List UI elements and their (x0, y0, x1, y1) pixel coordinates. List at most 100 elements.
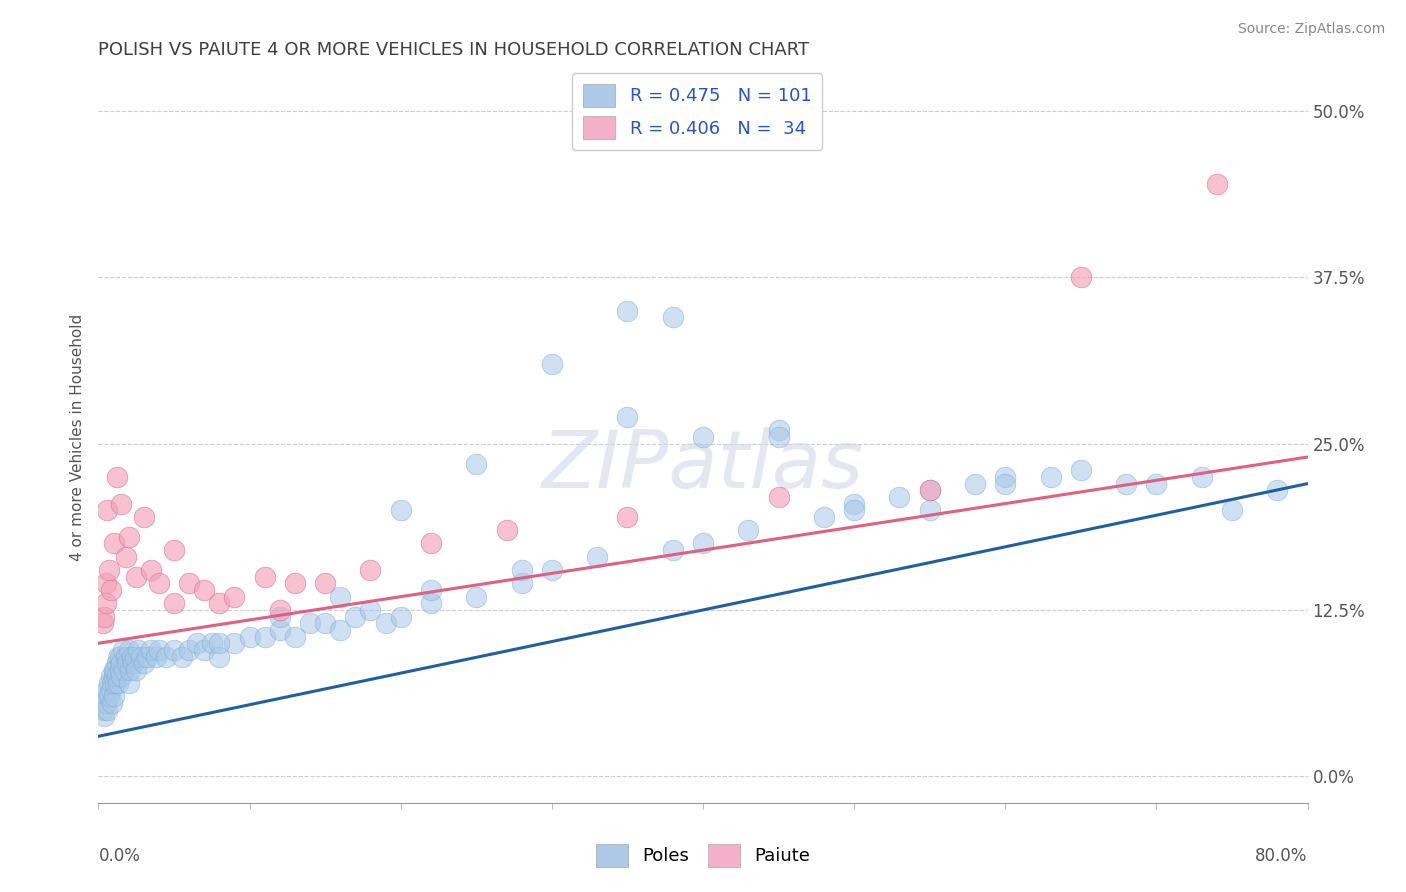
Point (208, 636, 231, 650)
Text: 80.0%: 80.0% (1256, 847, 1308, 864)
Point (112, 663, 135, 677)
Point (107, 676, 129, 690)
Point (141, 643, 163, 657)
Point (118, 643, 141, 657)
Point (163, 596, 186, 610)
Point (101, 696, 124, 710)
Point (495, 523, 517, 537)
Point (540, 563, 562, 577)
Point (768, 430, 790, 444)
Point (510, 576, 533, 591)
Point (111, 643, 134, 657)
Point (344, 609, 367, 624)
Point (163, 543, 186, 558)
Point (329, 590, 352, 604)
Point (110, 497, 132, 511)
Point (107, 649, 129, 664)
Point (94, 596, 117, 610)
Point (224, 590, 246, 604)
Point (269, 609, 291, 624)
Point (179, 576, 201, 591)
Point (208, 596, 231, 610)
Point (103, 690, 125, 704)
Point (148, 643, 170, 657)
Point (284, 630, 307, 644)
Point (994, 476, 1017, 491)
Point (224, 636, 246, 650)
Point (465, 457, 488, 471)
Point (179, 643, 201, 657)
Y-axis label: 4 or more Vehicles in Household: 4 or more Vehicles in Household (69, 313, 84, 561)
Point (103, 663, 125, 677)
Point (98, 563, 121, 577)
Point (93, 609, 115, 624)
Point (768, 424, 790, 438)
Point (360, 563, 382, 577)
Point (91, 703, 114, 717)
Point (692, 536, 714, 550)
Point (1220, 503, 1243, 517)
Point (994, 470, 1017, 484)
Text: POLISH VS PAIUTE 4 OR MORE VEHICLES IN HOUSEHOLD CORRELATION CHART: POLISH VS PAIUTE 4 OR MORE VEHICLES IN H… (98, 41, 810, 59)
Point (420, 536, 443, 550)
Point (420, 596, 443, 610)
Point (465, 590, 488, 604)
Point (193, 582, 215, 597)
Point (1039, 470, 1062, 484)
Point (1267, 483, 1289, 498)
Point (269, 623, 291, 637)
Point (105, 656, 128, 670)
Point (965, 476, 987, 491)
Point (93, 709, 115, 723)
Point (918, 503, 941, 517)
Point (616, 303, 638, 318)
Point (100, 582, 122, 597)
Point (104, 676, 127, 690)
Point (103, 536, 125, 550)
Point (132, 656, 155, 670)
Point (360, 603, 382, 617)
Point (96, 682, 118, 697)
Point (374, 616, 396, 631)
Point (844, 497, 866, 511)
Point (148, 576, 170, 591)
Point (105, 470, 128, 484)
Point (155, 649, 177, 664)
Point (127, 643, 149, 657)
Point (135, 649, 157, 664)
Point (163, 643, 186, 657)
Point (239, 630, 262, 644)
Point (114, 649, 136, 664)
Point (768, 490, 790, 504)
Point (125, 663, 148, 677)
Point (1115, 476, 1137, 491)
Point (813, 509, 835, 524)
Point (98, 676, 121, 690)
Point (889, 490, 911, 504)
Point (91, 616, 114, 631)
Point (389, 609, 412, 624)
Point (737, 523, 759, 537)
Point (253, 570, 276, 584)
Point (101, 676, 124, 690)
Point (1070, 270, 1092, 285)
Point (96, 703, 118, 717)
Point (118, 676, 141, 690)
Point (540, 357, 562, 371)
Point (269, 603, 291, 617)
Point (108, 649, 131, 664)
Point (121, 649, 143, 664)
Point (661, 543, 683, 558)
Point (389, 503, 412, 517)
Point (141, 563, 163, 577)
Point (510, 563, 533, 577)
Point (186, 636, 208, 650)
Point (692, 430, 714, 444)
Text: ZIPatlas: ZIPatlas (541, 427, 865, 506)
Legend: Poles, Paiute: Poles, Paiute (589, 837, 817, 874)
Point (1146, 476, 1168, 491)
Point (100, 669, 122, 683)
Point (586, 549, 609, 564)
Point (208, 649, 231, 664)
Point (1206, 178, 1229, 192)
